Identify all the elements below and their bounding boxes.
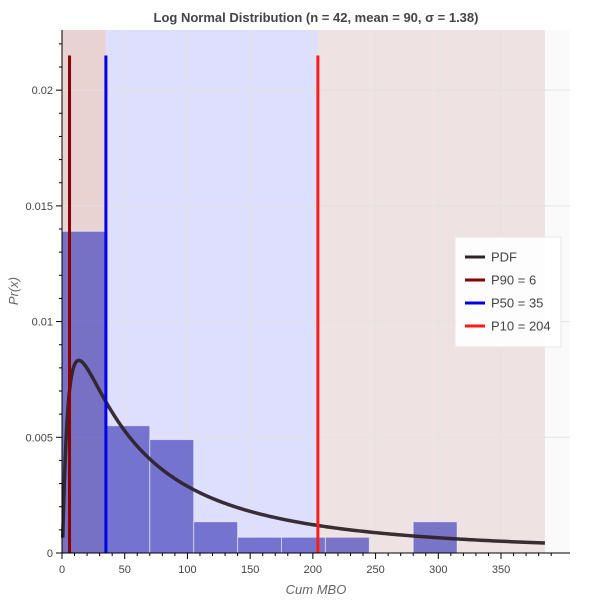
histogram-bar-2 [149, 439, 195, 554]
x-tick-label: 200 [304, 564, 322, 576]
x-tick-label: 100 [178, 564, 196, 576]
x-tick-label: 150 [241, 564, 259, 576]
y-tick-label: 0 [47, 548, 53, 560]
x-tick-label: 0 [59, 564, 65, 576]
histogram-bar-6 [324, 536, 370, 554]
y-tick-label: 0.015 [25, 201, 53, 213]
x-tick-label: 300 [429, 564, 447, 576]
y-tick-label: 0.02 [32, 85, 53, 97]
legend-label-2: P50 = 35 [491, 296, 543, 311]
legend-label-1: P90 = 6 [491, 273, 536, 288]
y-axis-label: Pr(x) [6, 277, 21, 305]
histogram-bar-1 [105, 425, 151, 554]
x-axis-label: Cum MBO [286, 582, 347, 597]
histogram-bar-3 [193, 521, 239, 554]
x-tick-label: 250 [366, 564, 384, 576]
legend-label-0: PDF [491, 250, 517, 265]
x-tick-label: 50 [119, 564, 131, 576]
pdf-curve-line [61, 358, 545, 545]
x-tick-label: 350 [492, 564, 510, 576]
histogram-bar-4 [237, 536, 283, 554]
y-tick-label: 0.01 [32, 317, 53, 329]
legend: PDF P90 = 6 P50 = 35 P10 = 204 [454, 236, 562, 348]
y-tick-label: 0.005 [25, 432, 53, 444]
chart-title: Log Normal Distribution (n = 42, mean = … [154, 10, 479, 25]
legend-label-3: P10 = 204 [491, 319, 551, 334]
legend-box [454, 236, 562, 348]
